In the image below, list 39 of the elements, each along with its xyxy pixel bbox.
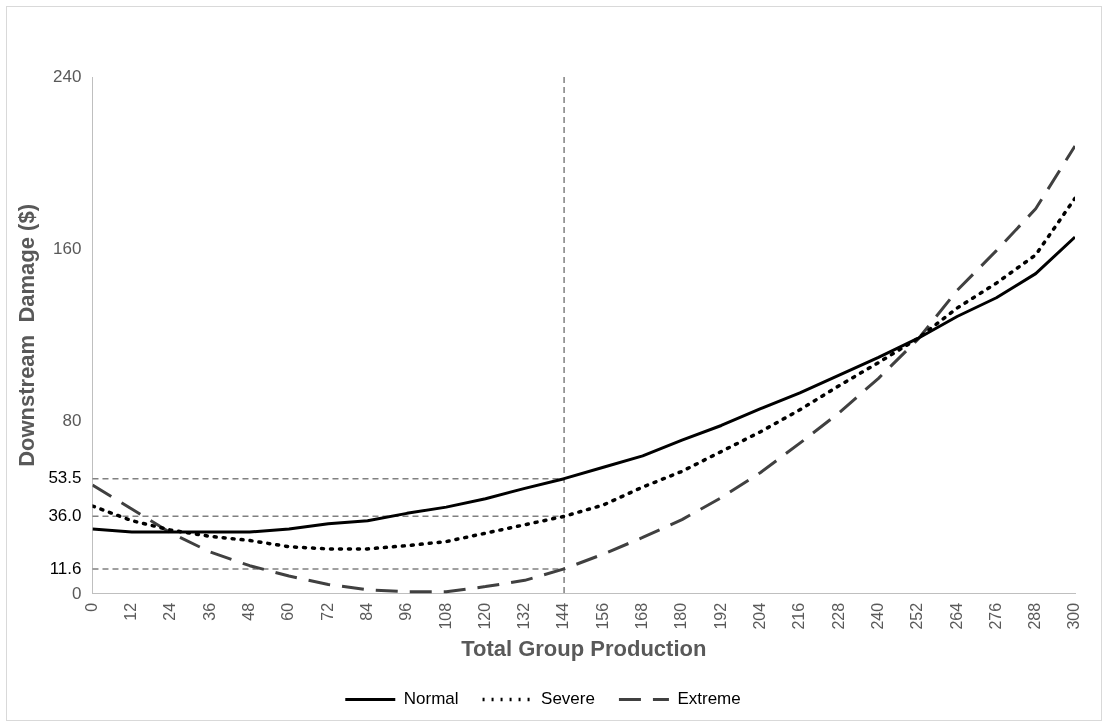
y-axis-title: Downstream Damage ($) — [14, 204, 40, 467]
x-tick-label: 60 — [279, 602, 297, 621]
x-tick-label: 24 — [161, 602, 179, 621]
y-tick-label: 240 — [53, 66, 82, 86]
x-tick-label: 108 — [436, 602, 454, 630]
y-tick-label: 160 — [53, 238, 82, 258]
y-tick-label: 11.6 — [49, 558, 82, 578]
legend-label: Extreme — [677, 689, 741, 709]
x-tick-label: 180 — [672, 602, 690, 630]
x-tick-label: 276 — [986, 602, 1004, 630]
x-tick-label: 36 — [200, 602, 218, 621]
x-tick-label: 204 — [751, 602, 768, 630]
legend-label: Normal — [403, 689, 459, 709]
y-tick-label: 53.5 — [48, 468, 82, 488]
x-tick-label: 216 — [790, 602, 808, 630]
x-tick-label: 144 — [554, 602, 572, 630]
x-tick-label: 300 — [1065, 602, 1083, 630]
x-tick-label: 96 — [397, 602, 415, 621]
x-tick-label: 132 — [515, 602, 533, 630]
y-tick-label: 80 — [62, 411, 82, 431]
x-tick-label: 168 — [633, 602, 651, 630]
y-tick-label: 36.0 — [48, 506, 82, 526]
x-tick-label: 156 — [593, 602, 611, 630]
x-tick-label: 252 — [908, 602, 926, 630]
x-tick-label: 240 — [868, 602, 886, 630]
x-tick-label: 228 — [829, 602, 847, 630]
x-tick-label: 288 — [1026, 602, 1044, 630]
x-tick-label: 264 — [947, 602, 965, 630]
x-tick-label: 84 — [358, 602, 375, 621]
x-tick-label: 192 — [711, 602, 729, 630]
legend-label: Severe — [541, 689, 595, 709]
x-tick-label: 12 — [122, 602, 140, 621]
x-axis-title: Total Group Production — [461, 635, 707, 661]
x-tick-label: 72 — [318, 602, 336, 621]
y-tick-label: 0 — [72, 583, 82, 603]
x-tick-label: 0 — [82, 602, 100, 612]
x-tick-label: 48 — [240, 602, 258, 621]
x-tick-label: 120 — [475, 602, 493, 630]
line-series — [92, 196, 1075, 551]
